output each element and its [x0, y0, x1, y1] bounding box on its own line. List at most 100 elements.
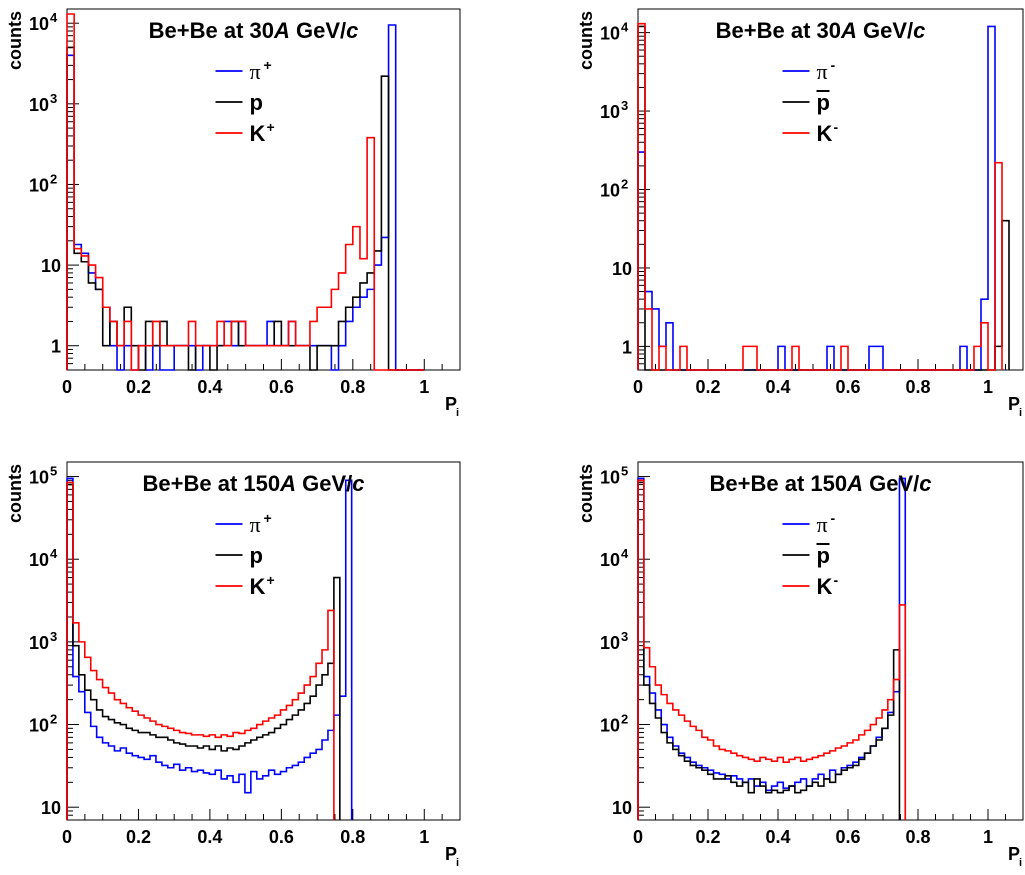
y-tick-label: 10	[600, 468, 620, 488]
panel-title: Be+Be at 30A GeV/c	[716, 18, 926, 43]
y-tick-label: 10	[29, 550, 49, 570]
y-tick-exponent: 5	[621, 464, 628, 479]
y-tick-label: 10	[600, 550, 620, 570]
x-tick-label: 0	[633, 377, 643, 397]
y-tick-exponent: 3	[50, 91, 57, 106]
x-axis-title: P	[1008, 844, 1020, 864]
series-2-histogram	[66, 483, 341, 820]
x-tick-label: 0	[62, 377, 72, 397]
y-tick-exponent: 4	[621, 20, 629, 35]
x-axis-subscript: i	[1019, 857, 1022, 869]
y-axis-title: counts	[5, 11, 25, 70]
legend-superscript: -	[834, 119, 839, 135]
x-tick-label: 0.6	[269, 827, 294, 847]
x-tick-label: 0.8	[905, 377, 930, 397]
x-axis-title: P	[445, 394, 457, 414]
x-tick-label: 0.2	[695, 377, 720, 397]
x-tick-label: 0.4	[765, 377, 790, 397]
legend-label: π	[817, 59, 828, 84]
legend-superscript: +	[267, 119, 275, 135]
x-tick-label: 0.6	[835, 377, 860, 397]
y-tick-label: 10	[600, 633, 620, 653]
x-tick-label: 0.2	[126, 377, 151, 397]
x-tick-label: 0.8	[340, 377, 365, 397]
legend-label: K	[250, 574, 266, 599]
x-axis-subscript: i	[1019, 407, 1022, 419]
legend-label: p	[817, 543, 830, 568]
y-tick-label: 10	[600, 716, 620, 736]
series-1-histogram	[66, 24, 425, 371]
y-tick-exponent: 3	[621, 629, 628, 644]
y-tick-label: 10	[29, 468, 49, 488]
legend-label: π	[250, 59, 261, 84]
y-tick-label: 10	[29, 95, 49, 115]
y-tick-label: 10	[600, 102, 620, 122]
y-tick-exponent: 5	[50, 464, 57, 479]
panel-title: Be+Be at 150A GeV/c	[143, 471, 365, 496]
legend-label: K	[817, 574, 833, 599]
x-tick-label: 0.6	[269, 377, 294, 397]
legend-superscript: -	[834, 572, 839, 588]
x-tick-label: 0.8	[340, 827, 365, 847]
x-axis-subscript: i	[456, 857, 459, 869]
y-axis-title: counts	[576, 464, 596, 523]
series-3-histogram	[66, 13, 425, 371]
legend-label: p	[817, 90, 830, 115]
y-tick-label: 10	[29, 716, 49, 736]
series-3-histogram	[637, 479, 907, 820]
panel-title: Be+Be at 150A GeV/c	[710, 471, 932, 496]
y-tick-label: 10	[29, 175, 49, 195]
x-tick-label: 0.2	[126, 827, 151, 847]
y-tick-label: 10	[29, 633, 49, 653]
x-tick-label: 0	[633, 827, 643, 847]
y-tick-exponent: 2	[50, 171, 57, 186]
legend-label: π	[250, 512, 261, 537]
legend-label: K	[817, 121, 833, 146]
y-tick-label: 10	[41, 798, 61, 818]
y-tick-exponent: 3	[50, 629, 57, 644]
x-axis-title: P	[445, 844, 457, 864]
x-tick-label: 0.4	[197, 827, 222, 847]
x-tick-label: 0.8	[905, 827, 930, 847]
y-axis-title: counts	[576, 11, 596, 70]
x-tick-label: 0.4	[765, 827, 790, 847]
legend-superscript: +	[264, 510, 272, 526]
y-axis-title: counts	[5, 464, 25, 523]
y-tick-label: 10	[612, 259, 632, 279]
x-axis-title: P	[1008, 394, 1020, 414]
y-tick-label: 10	[29, 14, 49, 34]
y-tick-label: 10	[41, 256, 61, 276]
panel-title: Be+Be at 30A GeV/c	[149, 18, 359, 43]
y-tick-label: 1	[51, 337, 61, 357]
y-tick-label: 10	[600, 24, 620, 44]
y-tick-exponent: 2	[621, 177, 628, 192]
y-tick-label: 1	[622, 337, 632, 357]
x-tick-label: 1	[419, 377, 429, 397]
y-tick-exponent: 4	[621, 546, 629, 561]
series-3-histogram	[66, 481, 335, 820]
x-tick-label: 1	[983, 827, 993, 847]
series-2-histogram	[637, 481, 901, 820]
y-tick-exponent: 4	[50, 546, 58, 561]
y-tick-label: 10	[600, 181, 620, 201]
x-tick-label: 0.6	[835, 827, 860, 847]
legend-superscript: -	[831, 57, 836, 73]
legend-label: p	[250, 90, 263, 115]
x-tick-label: 1	[419, 827, 429, 847]
series-3-histogram	[637, 22, 1003, 371]
x-tick-label: 0	[62, 827, 72, 847]
x-axis-subscript: i	[456, 407, 459, 419]
series-1-histogram	[66, 477, 353, 820]
legend-superscript: +	[264, 57, 272, 73]
series-1-histogram	[637, 477, 907, 820]
legend-label: p	[250, 543, 263, 568]
y-tick-exponent: 2	[50, 712, 57, 727]
y-tick-exponent: 2	[621, 712, 628, 727]
legend-superscript: +	[267, 572, 275, 588]
legend-superscript: -	[831, 510, 836, 526]
